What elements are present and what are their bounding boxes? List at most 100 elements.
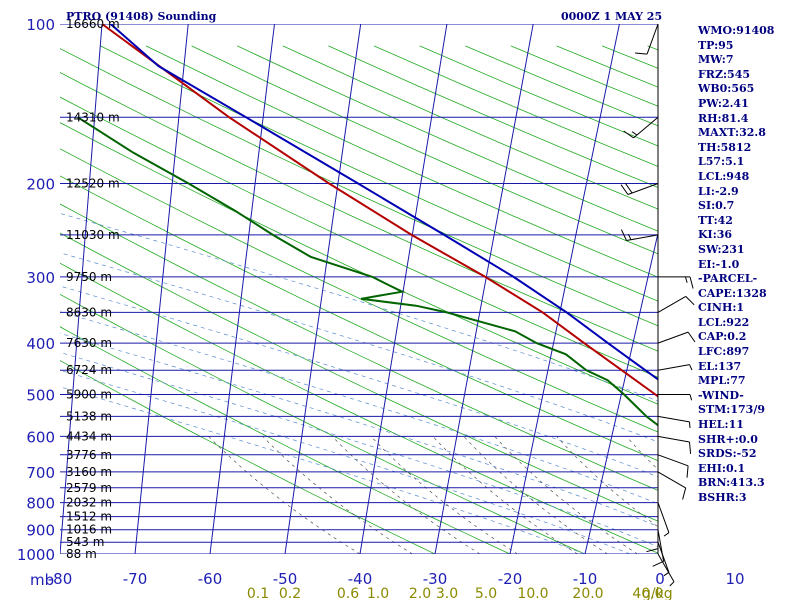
profile-line [101, 24, 658, 398]
dry-adiabat [60, 293, 586, 554]
isotherm [134, 24, 189, 554]
pressure-tick-label: 400 [26, 335, 55, 353]
height-label: 6724 m [66, 363, 112, 377]
parameter-item: EHI:0.1 [698, 461, 746, 475]
parameter-item: LCL:948 [698, 169, 750, 183]
grid-lines [60, 24, 658, 554]
parameter-item: TH:5812 [698, 140, 752, 154]
height-label: 12520 m [66, 177, 120, 191]
height-label: 14310 m [66, 110, 120, 124]
dry-adiabat [60, 203, 658, 491]
isotherm [509, 24, 620, 554]
temperature-tick-label: -20 [498, 570, 523, 588]
height-label: 543 m [66, 535, 104, 549]
dry-adiabat [100, 45, 658, 302]
height-label: 2032 m [66, 496, 112, 510]
wind-barb [657, 542, 670, 577]
dry-adiabat [60, 232, 658, 522]
wind-barb [646, 516, 659, 553]
mixing-unit-label: g/kg [642, 586, 673, 600]
wind-barb [657, 364, 693, 371]
parameter-item: EI:-1.0 [698, 257, 740, 271]
mixing-ratio-label: 1.0 [367, 586, 389, 600]
wind-barb [657, 295, 695, 313]
parameter-item: CAP:0.2 [698, 330, 747, 344]
chart-title: PTRO (91408) Sounding [66, 10, 217, 23]
dry-adiabat [191, 45, 658, 255]
dry-adiabat [60, 148, 658, 433]
parameter-item: EL:137 [698, 359, 742, 373]
dry-adiabat [60, 175, 658, 462]
parameter-item: L57:5.1 [698, 155, 745, 169]
pressure-tick-label: 700 [26, 464, 55, 482]
dry-adiabat [60, 48, 658, 327]
isotherm [434, 24, 534, 554]
mixing-ratio-line [463, 436, 608, 554]
parameter-item: HEL:11 [698, 418, 744, 432]
pressure-tick-label: 800 [26, 495, 55, 513]
parameter-item: MPL:77 [698, 374, 746, 388]
pressure-tick-label: 600 [26, 428, 55, 446]
wind-barb [635, 23, 659, 55]
height-label: 2579 m [66, 481, 112, 495]
parameter-item: PW:2.41 [698, 96, 749, 110]
mixing-ratio-line [626, 436, 658, 470]
chart-time: 0000Z 1 MAY 25 [561, 10, 662, 23]
parameter-item: STM:173/9 [698, 403, 765, 417]
wind-barb [620, 229, 659, 241]
dry-adiabat [60, 262, 658, 554]
parameter-item: KI:36 [698, 228, 733, 242]
moist-adiabat [60, 386, 586, 554]
dry-adiabat [60, 360, 436, 554]
height-label: 9750 m [66, 270, 112, 284]
dry-adiabat [60, 72, 658, 352]
isotherm [584, 230, 658, 554]
parameter-item: BSHR:3 [698, 491, 747, 504]
isotherm [60, 24, 103, 554]
pressure-unit-label: mb [30, 571, 54, 589]
parameter-item: SI:0.7 [698, 199, 735, 213]
height-label: 11030 m [66, 228, 120, 242]
mixing-ratio-label: 5.0 [475, 586, 497, 600]
mixing-ratio-line [262, 436, 413, 554]
parameter-item: LI:-2.9 [698, 184, 739, 198]
mixing-ratio-label: 3.0 [436, 586, 458, 600]
parameter-item: TT:42 [698, 213, 733, 227]
profile-lines [77, 24, 658, 427]
parameter-item: FRZ:545 [698, 67, 751, 81]
wind-barb [657, 471, 687, 500]
wind-barb [657, 502, 670, 537]
wind-barb [658, 394, 693, 401]
height-label: 5138 m [66, 409, 112, 423]
pressure-tick-label: 100 [26, 16, 55, 34]
dry-adiabat [60, 96, 658, 378]
parameter-item: SW:231 [698, 242, 745, 256]
temperature-tick-label: -40 [348, 570, 373, 588]
isotherm [284, 24, 362, 554]
mixing-ratio-label: 2.0 [409, 586, 431, 600]
mixing-ratio-label: 10.0 [517, 586, 548, 600]
parameter-item: LCL:922 [698, 315, 750, 329]
pressure-tick-label: 300 [26, 269, 55, 287]
wind-barb [657, 415, 691, 428]
dry-adiabat [60, 326, 511, 554]
parameter-item: LFC:897 [698, 345, 750, 359]
temperature-tick-label: -80 [48, 570, 73, 588]
mixing-ratio-label: 20.0 [572, 586, 603, 600]
pressure-tick-label: 900 [26, 522, 55, 540]
mixing-ratio-label: 40.0 [632, 586, 663, 600]
mixing-ratio-label: 0.6 [337, 586, 359, 600]
parameter-item: SHR+:0.0 [698, 432, 758, 446]
pressure-tick-label: 500 [26, 387, 55, 405]
temperature-tick-label: -60 [198, 570, 223, 588]
parameter-item: -WIND- [698, 388, 744, 402]
temperature-tick-label: -10 [573, 570, 598, 588]
parameter-item: SRDS:-52 [698, 447, 757, 461]
dry-adiabat [145, 45, 658, 278]
wind-barb [657, 435, 692, 454]
parameter-item: BRN:413.3 [698, 476, 765, 490]
temperature-tick-label: -30 [423, 570, 448, 588]
profile-line [77, 116, 658, 427]
